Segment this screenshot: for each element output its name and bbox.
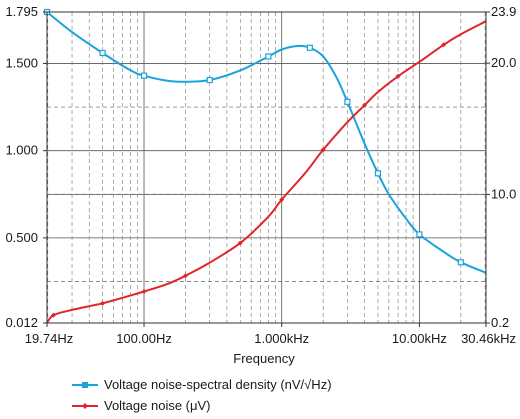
legend-swatch-noise	[72, 402, 98, 409]
y-right-tick-label: 20.0	[491, 55, 516, 70]
legend-swatch-density	[72, 381, 98, 388]
y-left-tick-label: 1.500	[5, 55, 38, 70]
x-axis-title: Frequency	[233, 351, 295, 366]
data-point	[237, 240, 243, 246]
y-left-tick-label: 1.795	[5, 4, 38, 19]
data-point	[441, 42, 447, 48]
data-point	[265, 53, 272, 60]
data-point	[457, 259, 464, 266]
plot-frame	[46, 11, 487, 324]
data-point	[100, 300, 106, 306]
data-point	[320, 147, 326, 153]
y-left-tick-label: 1.000	[5, 143, 38, 158]
data-point	[99, 49, 106, 57]
plot-area	[43, 8, 487, 324]
data-point	[279, 197, 285, 203]
y-left-tick-label: 0.500	[5, 230, 38, 245]
data-point	[206, 76, 213, 84]
data-point	[416, 231, 423, 238]
data-point	[374, 170, 382, 177]
x-tick-label: 19.74Hz	[25, 331, 73, 346]
series-line	[46, 20, 487, 324]
data-point	[306, 44, 313, 51]
y-right-tick-label: 0.2	[491, 315, 509, 330]
legend-label-noise: Voltage noise (μV)	[104, 398, 211, 413]
data-point	[140, 72, 148, 79]
y-right-tick-label: 10.0	[491, 186, 516, 201]
x-tick-label: 100.00Hz	[116, 331, 172, 346]
legend: Voltage noise-spectral density (nV/√Hz) …	[72, 374, 332, 416]
x-axis-ticks: 19.74Hz 100.00Hz 1.000kHz 10.00kHz 30.46kHz	[25, 323, 516, 346]
y-left-tick-label: 0.012	[5, 315, 38, 330]
data-point	[50, 312, 56, 318]
legend-item-density: Voltage noise-spectral density (nV/√Hz)	[72, 374, 332, 395]
legend-item-noise: Voltage noise (μV)	[72, 395, 332, 416]
data-point	[182, 273, 188, 279]
data-point	[344, 98, 351, 105]
data-point	[141, 289, 147, 295]
x-tick-label: 1.000kHz	[254, 331, 309, 346]
y-right-tick-label: 23.9	[491, 4, 516, 19]
legend-label-density: Voltage noise-spectral density (nV/√Hz)	[104, 377, 332, 392]
series-noise	[46, 20, 487, 324]
data-point	[395, 73, 401, 79]
data-point	[362, 102, 368, 108]
y-right-axis-ticks: 0.2 10.0 20.0 23.9	[486, 4, 516, 330]
y-left-axis-ticks: 0.012 0.500 1.000 1.500 1.795	[5, 4, 47, 330]
grid-lines	[47, 12, 486, 323]
x-tick-label: 30.46kHz	[461, 331, 516, 346]
x-tick-label: 10.00kHz	[392, 331, 447, 346]
